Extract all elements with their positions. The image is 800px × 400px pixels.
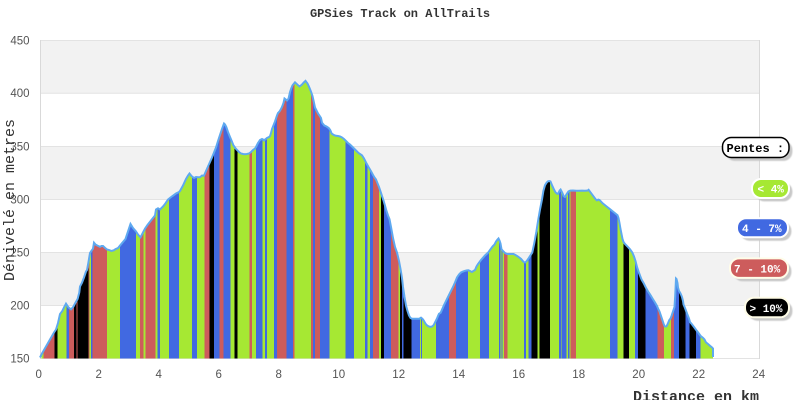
- svg-text:10: 10: [332, 369, 345, 381]
- svg-text:20: 20: [632, 369, 645, 381]
- svg-text:16: 16: [512, 369, 525, 381]
- svg-text:300: 300: [10, 194, 29, 206]
- svg-text:450: 450: [10, 35, 29, 47]
- svg-text:24: 24: [752, 369, 765, 381]
- svg-text:Distance en km: Distance en km: [633, 389, 759, 400]
- svg-text:22: 22: [692, 369, 705, 381]
- svg-text:0: 0: [35, 369, 41, 381]
- svg-text:150: 150: [10, 353, 29, 365]
- svg-text:350: 350: [10, 141, 29, 153]
- svg-text:400: 400: [10, 88, 29, 100]
- svg-text:200: 200: [10, 300, 29, 312]
- svg-text:12: 12: [392, 369, 405, 381]
- svg-text:4 - 7%: 4 - 7%: [742, 224, 782, 236]
- svg-text:14: 14: [452, 369, 465, 381]
- svg-text:> 10%: > 10%: [750, 304, 783, 316]
- svg-text:2: 2: [95, 369, 101, 381]
- svg-text:250: 250: [10, 247, 29, 259]
- svg-text:4: 4: [155, 369, 162, 381]
- svg-text:6: 6: [215, 369, 221, 381]
- svg-text:GPSies Track on AllTrails: GPSies Track on AllTrails: [310, 7, 490, 21]
- svg-text:7 - 10%: 7 - 10%: [734, 264, 781, 276]
- svg-text:18: 18: [572, 369, 585, 381]
- svg-text:< 4%: < 4%: [758, 185, 785, 197]
- svg-text:Dénivelé en metres: Dénivelé en metres: [2, 119, 19, 281]
- svg-text:Pentes :: Pentes :: [727, 142, 785, 156]
- svg-text:8: 8: [275, 369, 281, 381]
